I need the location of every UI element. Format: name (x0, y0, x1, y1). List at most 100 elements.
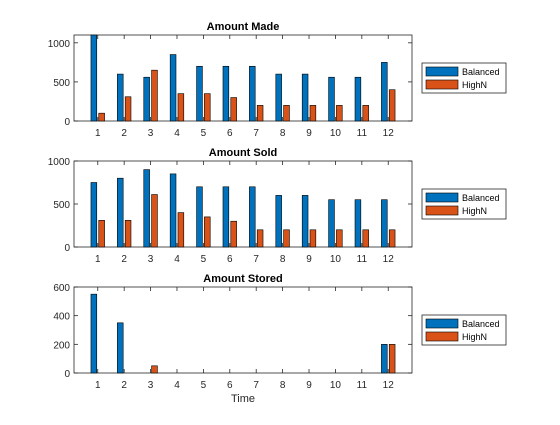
bar-highn-11 (362, 105, 369, 122)
legend-label-balanced: Balanced (462, 319, 500, 329)
x-tick-label: 10 (330, 254, 342, 265)
bar-balanced-1 (90, 182, 98, 248)
bar-highn-8 (283, 229, 290, 248)
y-tick-label: 400 (53, 312, 70, 323)
x-tick-label: 3 (148, 254, 154, 265)
bar-balanced-3 (143, 76, 150, 122)
bar-balanced-8 (275, 195, 282, 248)
bar-highn-9 (309, 229, 317, 248)
x-tick-label: 4 (174, 254, 180, 265)
bar-highn-5 (204, 93, 211, 122)
y-tick-label: 500 (53, 78, 70, 89)
x-tick-label: 12 (383, 128, 395, 139)
bar-highn-1 (98, 112, 105, 122)
bar-highn-3 (151, 194, 158, 248)
bar-highn-4 (177, 93, 185, 122)
bar-balanced-10 (328, 76, 335, 122)
legend: Balanced HighN (421, 62, 507, 94)
x-tick-label: 8 (280, 380, 286, 391)
bar-highn-11 (362, 229, 369, 248)
legend-label-highn: HighN (462, 206, 487, 216)
x-tick-label: 5 (201, 254, 207, 265)
x-tick-label: 1 (95, 254, 101, 265)
bar-balanced-9 (301, 73, 309, 122)
x-tick-label: 7 (253, 380, 259, 391)
bar-balanced-12 (381, 199, 388, 248)
bar-balanced-2 (117, 322, 124, 374)
x-tick-label: 9 (306, 128, 312, 139)
x-tick-label: 4 (174, 380, 180, 391)
x-tick-label: 6 (227, 128, 233, 139)
x-tick-label: 11 (357, 254, 368, 265)
bar-highn-12 (388, 89, 396, 122)
bar-balanced-7 (249, 65, 256, 122)
x-tick-label: 10 (330, 128, 342, 139)
bar-balanced-7 (249, 186, 256, 248)
legend-swatch-balanced (425, 192, 459, 203)
x-tick-label: 5 (201, 380, 207, 391)
bar-highn-4 (177, 212, 185, 248)
bar-balanced-4 (169, 54, 177, 122)
bar-highn-3 (151, 69, 158, 122)
bar-balanced-6 (222, 186, 230, 248)
y-tick-label: 0 (64, 243, 70, 254)
legend-swatch-highn (425, 205, 459, 216)
bar-balanced-6 (222, 65, 230, 122)
bar-balanced-4 (169, 173, 177, 248)
y-tick-label: 1000 (48, 157, 71, 168)
bar-balanced-3 (143, 169, 150, 248)
x-tick-label: 1 (95, 380, 101, 391)
chart-title: Amount Stored (203, 273, 282, 285)
chart-title: Amount Sold (209, 147, 277, 159)
bar-balanced-12 (381, 344, 388, 374)
x-tick-label: 9 (306, 380, 312, 391)
bar-highn-10 (336, 105, 343, 122)
bar-balanced-5 (196, 186, 203, 248)
legend-label-highn: HighN (462, 332, 487, 342)
bar-highn-3 (151, 365, 158, 374)
bar-balanced-11 (354, 76, 362, 122)
x-tick-label: 3 (148, 380, 154, 391)
bar-highn-7 (256, 105, 264, 122)
legend-label-highn: HighN (462, 80, 487, 90)
bar-balanced-12 (381, 62, 388, 122)
y-tick-label: 0 (64, 369, 70, 380)
legend-swatch-highn (425, 331, 459, 342)
legend-swatch-balanced (425, 66, 459, 77)
y-tick-label: 200 (53, 340, 70, 351)
bar-highn-12 (388, 344, 396, 374)
x-tick-label: 2 (121, 254, 127, 265)
x-tick-label: 7 (253, 128, 259, 139)
bar-highn-2 (124, 220, 132, 248)
x-tick-label: 1 (95, 128, 101, 139)
x-tick-label: 12 (383, 380, 395, 391)
x-tick-label: 5 (201, 128, 207, 139)
x-tick-label: 8 (280, 254, 286, 265)
x-tick-label: 6 (227, 380, 233, 391)
axes-box (73, 34, 413, 122)
bar-highn-6 (230, 220, 237, 248)
bar-highn-5 (204, 216, 211, 248)
y-tick-label: 600 (53, 283, 70, 294)
bar-balanced-11 (354, 199, 362, 248)
bar-highn-1 (98, 220, 105, 248)
bar-highn-10 (336, 229, 343, 248)
x-tick-label: 11 (357, 128, 368, 139)
x-tick-label: 12 (383, 254, 395, 265)
x-tick-label: 10 (330, 380, 342, 391)
bar-balanced-1 (90, 34, 98, 122)
legend-label-balanced: Balanced (462, 67, 500, 77)
y-tick-label: 500 (53, 200, 70, 211)
x-tick-label: 4 (174, 128, 180, 139)
bar-highn-12 (388, 229, 396, 248)
legend-swatch-balanced (425, 318, 459, 329)
x-tick-label: 3 (148, 128, 154, 139)
x-axis-label: Time (231, 393, 255, 405)
y-tick-label: 0 (64, 117, 70, 128)
bar-balanced-10 (328, 199, 335, 248)
legend: Balanced HighN (421, 314, 507, 346)
